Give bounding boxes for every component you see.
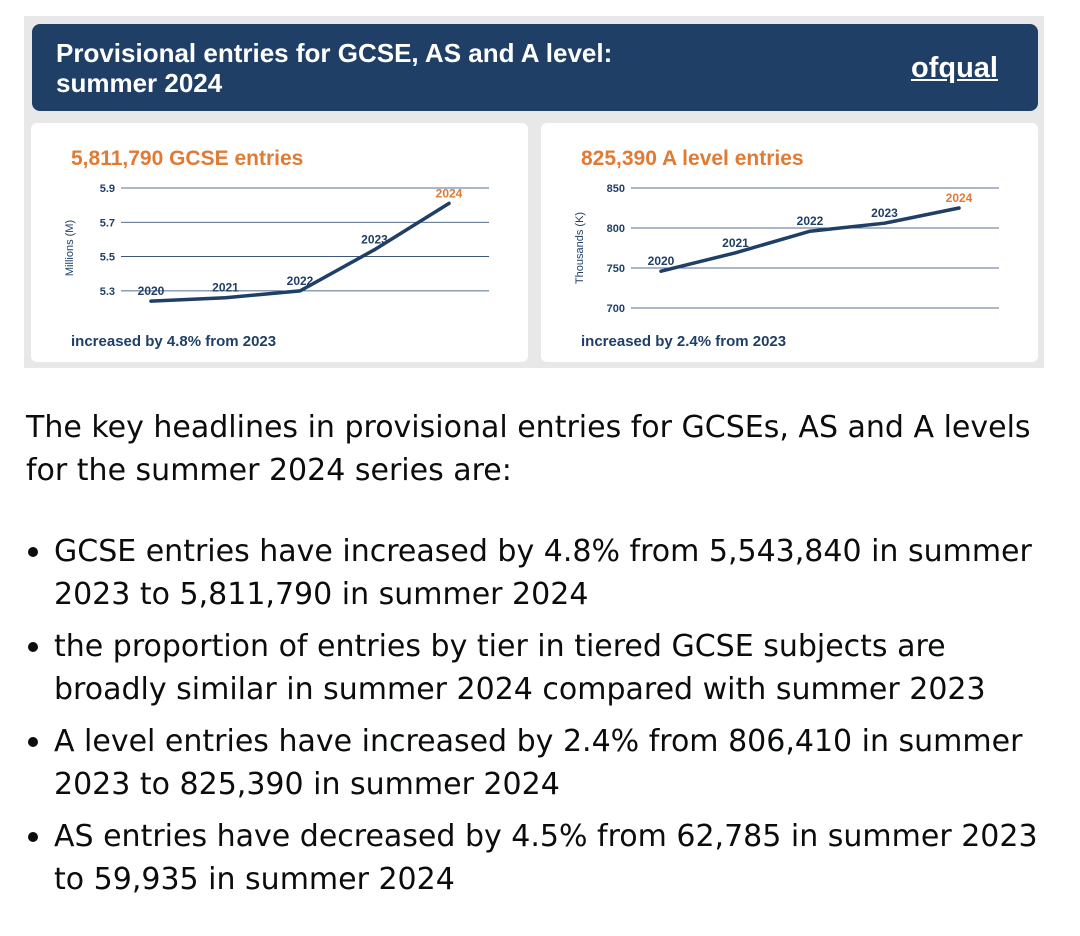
alevel-point <box>659 269 663 273</box>
intro-paragraph: The key headlines in provisional entries… <box>26 410 1031 488</box>
article-body: The key headlines in provisional entries… <box>26 406 1056 910</box>
list-item: GCSE entries have increased by 4.8% from… <box>26 530 1056 616</box>
alevel-point <box>957 206 961 210</box>
alevel-point-label: 2021 <box>722 236 749 250</box>
gcse-point <box>298 289 302 293</box>
alevel-point-label: 2020 <box>648 254 675 268</box>
infographic: Provisional entries for GCSE, AS and A l… <box>24 16 1044 368</box>
gcse-y-axis-label: Millions (M) <box>64 220 76 276</box>
alevel-line-chart: 700 750 800 850 Thousands (K) 2020 2021 2022 202… <box>574 183 999 315</box>
alevel-chart-title: 825,390 A level entries <box>581 147 804 170</box>
gcse-y-tick-label: 5.7 <box>100 217 115 229</box>
alevel-point-label: 2023 <box>871 206 898 220</box>
alevel-point <box>882 221 887 225</box>
gcse-point <box>149 299 153 303</box>
gcse-point <box>223 296 228 300</box>
alevel-point <box>733 251 738 255</box>
headline-list: GCSE entries have increased by 4.8% from… <box>26 530 1056 901</box>
alevel-y-tick-label: 750 <box>607 263 625 275</box>
alevel-chart-card: 825,390 A level entries 700 750 800 850 Thou… <box>541 123 1038 362</box>
gcse-point-label: 2021 <box>212 281 239 295</box>
alevel-chart-footer: increased by 2.4% from 2023 <box>581 333 787 350</box>
list-item: A level entries have increased by 2.4% f… <box>26 720 1056 806</box>
gcse-point-label: 2020 <box>138 284 165 298</box>
list-item: the proportion of entries by tier in tie… <box>26 625 1056 711</box>
gcse-chart-title: 5,811,790 GCSE entries <box>71 147 304 170</box>
gcse-point-label: 2023 <box>361 233 388 247</box>
gcse-point-label: 2022 <box>287 274 314 288</box>
infographic-banner: Provisional entries for GCSE, AS and A l… <box>32 24 1038 111</box>
alevel-y-axis-label: Thousands (K) <box>574 212 586 284</box>
alevel-point-label: 2024 <box>946 191 973 205</box>
alevel-point-label: 2022 <box>797 214 824 228</box>
ofqual-logo[interactable]: ofqual <box>911 52 998 84</box>
list-item: AS entries have decreased by 4.5% from 6… <box>26 815 1056 901</box>
gcse-y-tick-label: 5.5 <box>100 252 115 264</box>
gcse-point <box>447 201 451 206</box>
gcse-point-label: 2024 <box>436 186 463 200</box>
infographic-title: Provisional entries for GCSE, AS and A l… <box>56 38 613 98</box>
alevel-point <box>808 229 812 233</box>
gcse-y-tick-label: 5.3 <box>100 286 115 298</box>
alevel-y-tick-label: 850 <box>607 183 625 195</box>
gcse-point <box>372 248 377 252</box>
gcse-line-chart: 5.3 5.5 5.7 5.9 Millions (M) 2020 2021 2022 2023… <box>64 183 489 303</box>
gcse-chart-card: 5,811,790 GCSE entries 5.3 5.5 5.7 5.9 Milli… <box>31 123 528 362</box>
alevel-y-tick-label: 700 <box>607 303 625 315</box>
cropped-heading <box>30 0 230 2</box>
alevel-y-tick-label: 800 <box>607 223 625 235</box>
gcse-y-tick-label: 5.9 <box>100 183 115 195</box>
gcse-chart-footer: increased by 4.8% from 2023 <box>71 333 277 350</box>
